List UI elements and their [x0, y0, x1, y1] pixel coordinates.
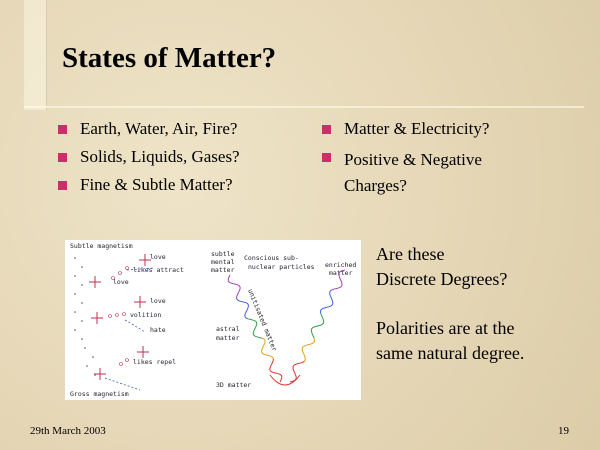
diagram-label: volition [130, 311, 161, 319]
side-text: Discrete Degrees? [376, 269, 508, 289]
cross [91, 312, 103, 324]
dot [74, 275, 76, 277]
diagram-label: nuclear particles [248, 263, 315, 271]
cross [139, 254, 151, 266]
wave [269, 374, 301, 386]
dot [81, 302, 83, 304]
diagram-label: enriched [325, 261, 356, 269]
dot [74, 257, 76, 259]
dot [119, 362, 123, 366]
bullet-text: Fine & Subtle Matter? [80, 175, 233, 194]
diagram-bg [65, 240, 361, 400]
wave [236, 297, 249, 320]
dot [81, 266, 83, 268]
cross [134, 296, 146, 308]
diagram-label: likes attract [133, 266, 184, 274]
bullet-text: Earth, Water, Air, Fire? [80, 119, 238, 138]
dot [108, 314, 112, 318]
footer-date: 29th March 2003 [30, 425, 106, 437]
cross [137, 346, 149, 358]
dot [125, 358, 129, 362]
diagram-label: subtle [211, 250, 235, 258]
diagram-label: matter [329, 269, 353, 277]
wave [310, 313, 325, 339]
bullet-text: Matter & Electricity? [344, 119, 490, 138]
bullet-text: Solids, Liquids, Gases? [80, 147, 240, 166]
diagram-label: Subtle magnetism [70, 242, 133, 250]
bullet-text: Positive & Negative Charges? [344, 150, 482, 195]
diagram-label: love [113, 278, 129, 286]
side-text: same natural degree. [376, 343, 525, 363]
dot [84, 347, 86, 349]
dot [118, 271, 122, 275]
title: States of Matter? [62, 42, 277, 74]
diagram-label: 3D matter [216, 381, 251, 389]
wave [261, 337, 274, 360]
cross [94, 368, 106, 380]
bullet [322, 153, 331, 162]
deco-line [24, 106, 584, 108]
diagram-label: love [150, 253, 166, 261]
diagram-label: hate [150, 326, 166, 334]
dot [74, 311, 76, 313]
diagram-label: matter [216, 334, 240, 342]
dot [94, 374, 96, 376]
wave [330, 269, 346, 292]
wave [269, 358, 283, 383]
dot [81, 338, 83, 340]
wave [247, 318, 263, 339]
bullet [58, 181, 67, 190]
deco-bar [24, 0, 47, 110]
diagram-label: likes repel [133, 358, 176, 366]
dot [111, 276, 115, 280]
dot [74, 293, 76, 295]
bullet [322, 125, 331, 134]
diagram: Subtle magnetism love likes attract love lov… [65, 240, 361, 400]
dot [74, 329, 76, 331]
dash-line [126, 267, 156, 271]
side-text: Polarities are at the [376, 318, 515, 338]
bullet [58, 153, 67, 162]
wave [227, 274, 241, 299]
diagram-label: astral [216, 325, 240, 333]
dot [92, 356, 94, 358]
bullet [58, 125, 67, 134]
dot [115, 313, 119, 317]
dot [81, 284, 83, 286]
dot [125, 266, 129, 270]
dot [86, 365, 88, 367]
wave [319, 290, 334, 314]
wave [301, 338, 316, 362]
side-text: Are these [376, 244, 445, 264]
dot [81, 320, 83, 322]
dot [122, 312, 126, 316]
diagram-label: Conscious sub- [244, 254, 299, 262]
diagram-label: mental [211, 258, 235, 266]
diagram-label: Gross magnetism [70, 390, 129, 398]
cross [89, 276, 101, 288]
diagram-label: matter [211, 266, 235, 274]
page-number: 19 [558, 425, 569, 437]
diagram-label: love [150, 297, 166, 305]
